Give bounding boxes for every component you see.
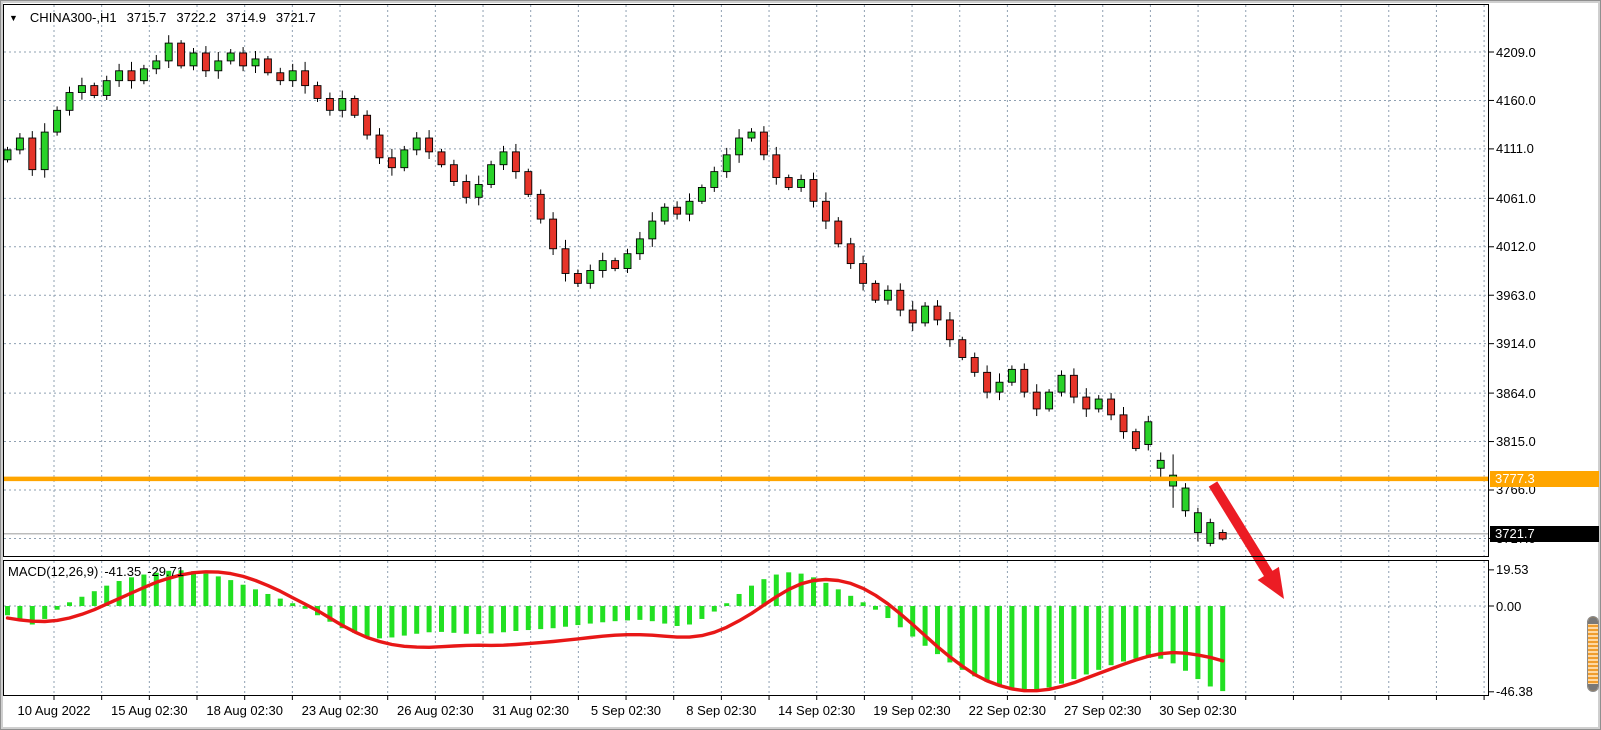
date-tick-label: 10 Aug 2022 [17,703,91,718]
price-tick-label: 4160.0 [1496,92,1536,108]
macd-signal-line [5,570,1225,693]
macd-tick-label: 0.00 [1496,598,1522,614]
date-tick-label: 15 Aug 02:30 [111,703,188,718]
date-tick-label: 26 Aug 02:30 [396,703,474,718]
date-tick-label: 27 Sep 02:30 [1063,703,1142,718]
current-price-badge: 3721.7 [1490,525,1599,542]
date-tick-label: 23 Aug 02:30 [301,703,379,718]
grid [4,5,1488,695]
ohlc-open: 3715.7 [126,10,167,25]
price-tick-label: 4012.0 [1496,239,1536,255]
date-tick-label: 19 Sep 02:30 [873,703,951,718]
symbol-header: ▼ CHINA300-,H1 3715.7 3722.2 3714.9 3721… [9,10,316,25]
macd-histogram [5,570,1226,692]
date-tick-label: 18 Aug 02:30 [206,703,283,718]
date-tick-label: 14 Sep 02:30 [777,703,856,718]
symbol-title: CHINA300-,H1 [29,10,117,25]
macd-indicator-header: MACD(12,26,9) -41.35 -29.71 [8,564,184,579]
macd-tick-label: 19.53 [1496,562,1529,578]
price-tick-label: 3815.0 [1496,434,1536,450]
panel-borders [3,4,1494,700]
date-tick-label: 5 Sep 02:30 [590,703,662,718]
price-tick-label: 4209.0 [1496,44,1536,60]
macd-tick-label: -46.38 [1496,684,1533,700]
symbol-dropdown-icon[interactable]: ▼ [9,12,18,23]
price-tick-label: 3914.0 [1496,336,1536,352]
price-tick-label: 3963.0 [1496,287,1536,303]
date-tick-label: 31 Aug 02:30 [492,703,569,718]
date-tick-label: 8 Sep 02:30 [686,703,757,718]
price-tick-label: 3864.0 [1496,385,1536,401]
ohlc-close: 3721.7 [275,10,316,25]
price-tick-label: 4061.0 [1496,190,1536,206]
date-tick-label: 30 Sep 02:30 [1159,703,1237,718]
scrollbar-thumb[interactable] [1587,616,1599,692]
candlestick-series [3,35,1227,547]
price-tick-label: 4111.0 [1496,141,1534,157]
date-tick-label: 22 Sep 02:30 [968,703,1046,718]
orange-price-badge: 3777.3 [1490,470,1599,487]
macd-indicator-name: MACD(12,26,9) [8,564,99,579]
ohlc-high: 3722.2 [176,10,217,25]
trend-arrow[interactable] [1208,481,1284,599]
macd-current-value: -41.35 [104,564,142,579]
macd-signal-value: -29.71 [147,564,185,579]
ohlc-low: 3714.9 [226,10,266,25]
